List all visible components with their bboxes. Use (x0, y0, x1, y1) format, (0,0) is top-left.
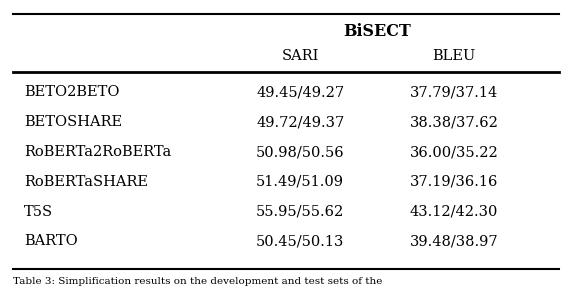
Text: BARTO: BARTO (24, 234, 78, 248)
Text: SARI: SARI (281, 49, 319, 63)
Text: RoBERTaSHARE: RoBERTaSHARE (24, 175, 148, 189)
Text: 37.19/36.16: 37.19/36.16 (410, 175, 498, 189)
Text: 49.72/49.37: 49.72/49.37 (256, 115, 344, 129)
Text: Table 3: Simplification results on the development and test sets of the: Table 3: Simplification results on the d… (13, 277, 382, 286)
Text: 36.00/35.22: 36.00/35.22 (410, 145, 498, 159)
Text: BiSECT: BiSECT (343, 23, 411, 40)
Text: 43.12/42.30: 43.12/42.30 (410, 205, 498, 219)
Text: 39.48/38.97: 39.48/38.97 (410, 234, 498, 248)
Text: 37.79/37.14: 37.79/37.14 (410, 86, 498, 100)
Text: 49.45/49.27: 49.45/49.27 (256, 86, 344, 100)
Text: 50.98/50.56: 50.98/50.56 (256, 145, 344, 159)
Text: 38.38/37.62: 38.38/37.62 (410, 115, 498, 129)
Text: BETOSHARE: BETOSHARE (24, 115, 122, 129)
Text: T5S: T5S (24, 205, 53, 219)
Text: 50.45/50.13: 50.45/50.13 (256, 234, 344, 248)
Text: 55.95/55.62: 55.95/55.62 (256, 205, 344, 219)
Text: BLEU: BLEU (432, 49, 475, 63)
Text: RoBERTa2RoBERTa: RoBERTa2RoBERTa (24, 145, 172, 159)
Text: 51.49/51.09: 51.49/51.09 (256, 175, 344, 189)
Text: BETO2BETO: BETO2BETO (24, 86, 120, 100)
